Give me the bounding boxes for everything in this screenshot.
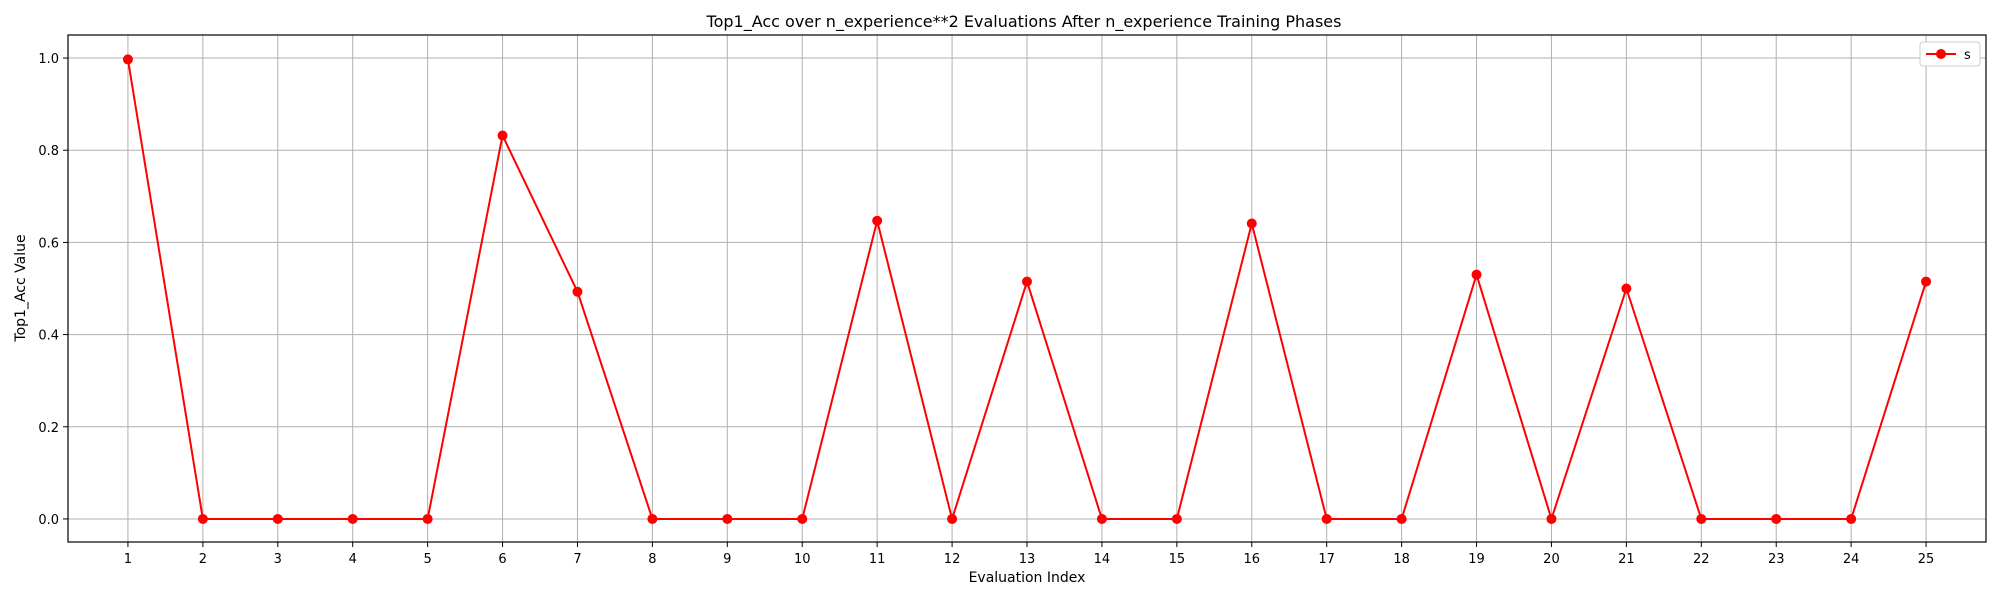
y-tick-label: 0.2 (38, 421, 59, 436)
data-point (347, 513, 358, 524)
legend: s (1919, 41, 1981, 67)
legend-entry: s (1964, 48, 1971, 63)
x-tick-label: 1 (124, 552, 132, 567)
data-point (1321, 513, 1332, 524)
data-point (647, 513, 658, 524)
series-layer (122, 54, 1932, 524)
y-tick-label: 0.4 (38, 329, 59, 344)
data-point (1921, 276, 1932, 287)
data-point (1022, 276, 1032, 287)
data-point (1396, 513, 1407, 524)
x-tick-label: 16 (1243, 552, 1260, 567)
x-tick-label: 17 (1318, 552, 1335, 567)
x-tick-label: 4 (349, 552, 357, 567)
data-point (572, 286, 583, 297)
x-tick-label: 20 (1543, 552, 1560, 567)
y-tick-label: 0.8 (38, 144, 59, 159)
data-point (947, 513, 958, 524)
x-tick-label: 12 (944, 552, 961, 567)
x-tick-label: 23 (1768, 552, 1785, 567)
x-tick-label: 21 (1618, 552, 1635, 567)
y-tick-label: 1.0 (38, 52, 59, 67)
y-axis-label: Top1_Acc Value (13, 234, 29, 342)
x-tick-label: 15 (1169, 552, 1186, 567)
data-point (1246, 218, 1257, 229)
data-point (722, 513, 733, 524)
legend-marker (1936, 49, 1946, 59)
x-axis: 1 2 3 4 5 6 7 8 9 10 11 12 13 14 15 16 17 18 19 20 21 22 23 24 2… (124, 542, 1935, 567)
x-tick-label: 22 (1693, 552, 1710, 567)
data-point (497, 130, 508, 141)
x-tick-label: 5 (423, 552, 431, 567)
data-point (1621, 283, 1632, 294)
data-point (1096, 513, 1107, 524)
x-axis-label: Evaluation Index (969, 570, 1086, 586)
data-point (1846, 513, 1857, 524)
data-point (872, 215, 883, 226)
data-point (797, 513, 808, 524)
data-point (272, 513, 283, 524)
x-tick-label: 13 (1019, 552, 1036, 567)
y-tick-label: 0.0 (38, 513, 59, 528)
x-tick-label: 8 (648, 552, 656, 567)
x-tick-label: 2 (199, 552, 207, 567)
chart-title: Top1_Acc over n_experience**2 Evaluation… (706, 12, 1342, 32)
data-point (1546, 513, 1557, 524)
x-tick-label: 3 (274, 552, 282, 567)
grid (68, 35, 1986, 542)
x-tick-label: 11 (869, 552, 886, 567)
x-tick-label: 14 (1094, 552, 1111, 567)
data-point (122, 54, 133, 65)
data-point (1696, 513, 1707, 524)
x-tick-label: 10 (794, 552, 811, 567)
data-point (1471, 269, 1482, 280)
data-point (1171, 513, 1182, 524)
x-tick-label: 24 (1843, 552, 1860, 567)
x-tick-label: 25 (1918, 552, 1935, 567)
y-tick-label: 0.6 (38, 236, 59, 251)
x-tick-label: 18 (1393, 552, 1410, 567)
x-tick-label: 6 (498, 552, 506, 567)
x-tick-label: 7 (573, 552, 581, 567)
x-tick-label: 19 (1468, 552, 1485, 567)
data-point (1771, 513, 1782, 524)
data-point (197, 513, 208, 524)
y-axis: 0.0 0.2 0.4 0.6 0.8 1.0 (38, 52, 68, 528)
data-point (422, 513, 433, 524)
x-tick-label: 9 (723, 552, 731, 567)
